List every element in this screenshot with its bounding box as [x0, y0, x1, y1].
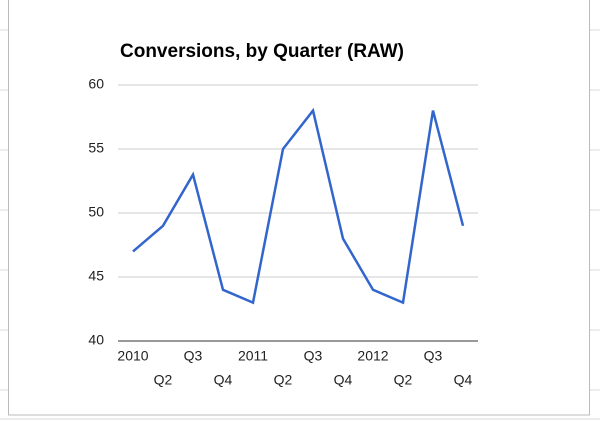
x-tick-label: Q4 [454, 372, 473, 388]
y-tick-label: 50 [88, 204, 104, 220]
x-tick-label: 2012 [357, 348, 388, 364]
x-tick-label: 2011 [238, 348, 268, 364]
x-tick-label: Q2 [154, 372, 173, 388]
series-line [132, 107, 465, 305]
x-tick-label: Q2 [394, 372, 413, 388]
chart-frame [8, 0, 590, 416]
x-tick-label: Q3 [184, 348, 203, 364]
y-tick-label: 55 [88, 140, 104, 156]
chart-title: Conversions, by Quarter (RAW) [120, 41, 404, 62]
x-tick-label: Q2 [274, 372, 293, 388]
x-tick-label: Q3 [304, 348, 323, 364]
sheet-grid [0, 29, 600, 420]
x-tick-label: Q4 [334, 372, 353, 388]
x-tick-label: Q3 [424, 348, 443, 364]
x-tick-label: Q4 [214, 372, 233, 388]
y-tick-label: 40 [88, 332, 104, 348]
y-tick-label: 45 [88, 268, 104, 284]
y-tick-label: 60 [88, 76, 104, 92]
x-tick-label: 2010 [117, 348, 148, 364]
